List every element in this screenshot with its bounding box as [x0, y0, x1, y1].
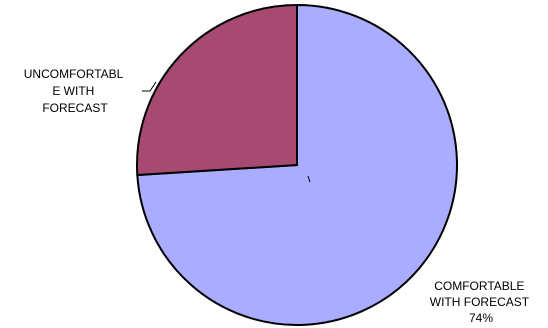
slice-label-uncomfortable: UNCOMFORTABL E WITH FORECAST — [24, 67, 126, 115]
slice-label-comfortable-line-2: WITH FORECAST — [430, 295, 530, 309]
slice-label-uncomfortable-line-3: FORECAST — [42, 101, 108, 115]
slice-label-comfortable-line-1: COMFORTABLE — [434, 279, 524, 293]
slice-tick-mark — [307, 175, 311, 183]
slice-label-comfortable: COMFORTABLE WITH FORECAST 74% — [430, 279, 532, 325]
slice-label-comfortable-line-3: 74% — [469, 311, 493, 325]
uncomfortable-leader-line — [142, 81, 157, 92]
pie-marks — [142, 81, 311, 183]
slice-label-uncomfortable-line-1: UNCOMFORTABL — [24, 67, 124, 81]
slice-label-uncomfortable-line-2: E WITH — [52, 84, 94, 98]
pie-slices — [136, 3, 459, 326]
pie-slice-uncomfortable — [136, 3, 298, 177]
